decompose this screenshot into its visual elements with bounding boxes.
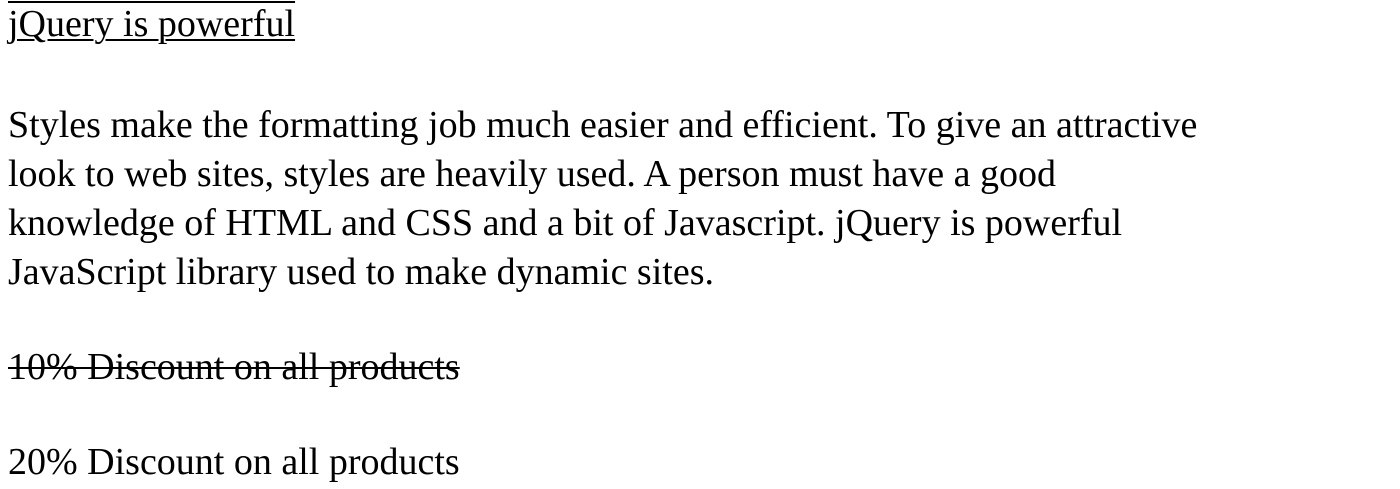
paragraph-line: Styles make the formatting job much easi… xyxy=(8,104,1198,146)
body-paragraph: Styles make the formatting job much easi… xyxy=(8,101,1400,297)
page-heading: jQuery is powerful xyxy=(8,3,296,45)
paragraph-line: look to web sites, styles are heavily us… xyxy=(8,153,1056,195)
old-discount-offer: 10% Discount on all products xyxy=(8,346,460,388)
paragraph-line: knowledge of HTML and CSS and a bit of J… xyxy=(8,202,1123,244)
new-discount-offer: 20% Discount on all products xyxy=(8,441,460,483)
paragraph-line: JavaScript library used to make dynamic … xyxy=(8,251,714,293)
